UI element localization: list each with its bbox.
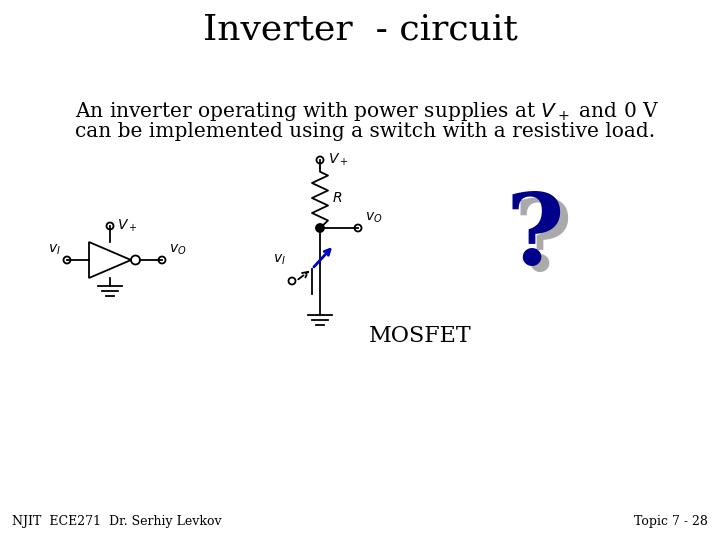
Text: $R$: $R$ [332, 191, 342, 205]
Text: $v_I$: $v_I$ [48, 242, 61, 257]
Text: Topic 7 - 28: Topic 7 - 28 [634, 515, 708, 528]
Text: An inverter operating with power supplies at $V_+$ and 0 V: An inverter operating with power supplie… [75, 100, 660, 123]
Text: $v_O$: $v_O$ [365, 211, 382, 225]
Text: MOSFET: MOSFET [369, 325, 472, 347]
Text: ?: ? [513, 194, 572, 292]
Text: $V_+$: $V_+$ [328, 152, 348, 168]
Text: $v_I$: $v_I$ [273, 253, 286, 267]
Text: Inverter  - circuit: Inverter - circuit [202, 12, 518, 46]
Text: $v_O$: $v_O$ [169, 242, 186, 257]
Text: ?: ? [505, 190, 564, 287]
Text: can be implemented using a switch with a resistive load.: can be implemented using a switch with a… [75, 122, 655, 141]
Text: NJIT  ECE271  Dr. Serhiy Levkov: NJIT ECE271 Dr. Serhiy Levkov [12, 515, 222, 528]
Circle shape [316, 224, 324, 232]
Text: $V_+$: $V_+$ [117, 218, 138, 234]
